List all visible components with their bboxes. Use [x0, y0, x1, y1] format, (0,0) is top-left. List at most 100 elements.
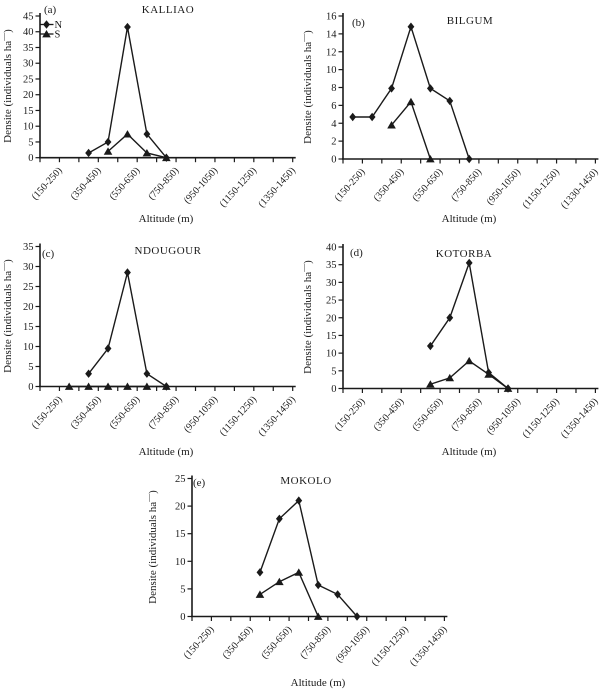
x-tick-label: (550-650): [107, 165, 142, 202]
series-s-point: [103, 147, 113, 155]
x-tick-label: (1150-1250): [520, 167, 561, 211]
legend-label: N: [55, 20, 63, 31]
y-axis-title-end: ): [302, 30, 314, 34]
x-tick-label: (550-650): [410, 396, 445, 433]
panel-label: (e): [193, 477, 206, 489]
y-tick-label: 20: [23, 302, 34, 313]
x-tick-label: (750-850): [449, 167, 484, 204]
y-tick-label: 4: [331, 119, 337, 130]
series-s-line: [107, 133, 167, 159]
x-tick-label: (1330-1450): [559, 167, 600, 212]
series-n-point: [446, 313, 454, 322]
series-s-line: [430, 360, 509, 390]
series-n-point: [143, 369, 151, 378]
y-tick-label: 30: [23, 262, 34, 273]
series-s-line: [259, 571, 319, 617]
y-axis-title-sup: —: [300, 263, 309, 273]
legend-diamond-icon: [43, 20, 50, 29]
y-tick-label: 10: [23, 122, 34, 133]
y-axis-title-main: Densite (individuals ha: [2, 41, 14, 143]
series-s-point: [162, 153, 171, 162]
x-tick-label: (950-1050): [485, 396, 523, 437]
y-axis-title-sup: —: [145, 493, 154, 503]
series-n-point: [104, 137, 112, 147]
chart-bilgum: 0 2 4 6 8 10 12 14 16 (150-250) (350-450) (550-650)…: [300, 12, 600, 226]
series-n-line: [352, 24, 470, 160]
series-n-point: [124, 268, 131, 277]
chart-title: MOKOLO: [280, 475, 331, 487]
chart-title: BILGUM: [447, 15, 493, 27]
panel-label: (b): [352, 17, 365, 29]
series-s-point: [142, 382, 152, 390]
series-n-line: [88, 272, 167, 388]
y-axis-title-main: Densite (individuals ha: [2, 271, 14, 373]
series-s-point: [162, 382, 171, 390]
y-tick-label: 40: [23, 27, 34, 38]
x-tick-label: (1150-1250): [218, 394, 259, 438]
y-tick-label: 0: [331, 155, 336, 166]
x-tick-label: (1350-1450): [408, 624, 450, 669]
series-s-point: [313, 612, 323, 620]
x-tick-label: (550-650): [410, 167, 445, 204]
series-s-point: [464, 356, 474, 365]
y-axis-title-sup: —: [0, 32, 9, 42]
series-n-point: [407, 22, 415, 31]
series-s-point: [294, 568, 304, 576]
y-axis-title-end: ): [302, 260, 314, 264]
series-n-line: [259, 499, 358, 617]
x-tick-label: (1150-1250): [369, 624, 410, 668]
y-axis-title-end: ): [2, 29, 14, 33]
x-axis-title: Altitude (m): [442, 446, 497, 458]
y-tick-label: 6: [331, 101, 336, 112]
y-tick-label: 12: [326, 47, 337, 58]
y-tick-label: 8: [331, 83, 336, 94]
series-s-point: [406, 97, 416, 106]
series-n-point: [85, 369, 92, 378]
x-axis-title: Altitude (m): [139, 213, 194, 225]
y-tick-label: 0: [331, 384, 336, 395]
y-tick-label: 25: [23, 282, 34, 293]
panel-label: (c): [42, 248, 55, 260]
series-n-point: [143, 129, 151, 139]
y-tick-label: 35: [326, 260, 337, 271]
y-tick-label: 0: [28, 153, 33, 164]
chart-kotorba: 0 5 10 15 20 25 30 35 40 (150-250) (350-450) (550-6…: [300, 243, 600, 459]
x-tick-label: (950-1050): [485, 167, 523, 208]
y-tick-label: 15: [23, 322, 34, 333]
chart-title: KOTORBA: [436, 248, 492, 260]
x-axis-title: Altitude (m): [442, 213, 497, 225]
y-axis-title-sup: —: [300, 33, 309, 43]
x-tick-label: (950-1050): [334, 624, 372, 665]
y-axis-title: Densite (individuals ha—): [145, 490, 160, 604]
series-n-point: [465, 154, 473, 164]
series-s-point: [426, 155, 435, 163]
y-tick-label: 5: [331, 366, 336, 377]
y-tick-label: 25: [23, 74, 34, 85]
series-n-point: [334, 590, 342, 599]
series-n-point: [256, 568, 264, 577]
y-tick-label: 20: [326, 313, 337, 324]
series-n-point: [426, 84, 434, 93]
series-n-point: [465, 258, 473, 268]
series-n-point: [349, 112, 357, 122]
y-tick-label: 20: [175, 502, 186, 513]
series-s-point: [142, 148, 152, 157]
y-tick-label: 10: [23, 342, 34, 353]
series-s-point: [387, 121, 396, 129]
series-n-point: [388, 84, 395, 93]
y-tick-label: 15: [23, 106, 34, 117]
series-n-point: [353, 612, 361, 621]
y-tick-label: 35: [23, 43, 34, 54]
x-tick-label: (150-250): [182, 624, 217, 661]
panel-label: (d): [350, 247, 363, 259]
chart-ndougour: 0 5 10 15 20 25 30 35 (150-250) (350-450) (550-650…: [0, 242, 298, 458]
series-n-point: [124, 22, 131, 32]
y-tick-label: 20: [23, 90, 34, 101]
series-n-point: [368, 112, 376, 122]
y-tick-label: 2: [331, 137, 336, 148]
x-tick-label: (150-250): [30, 165, 65, 202]
x-tick-label: (750-850): [146, 165, 181, 202]
y-tick-label: 10: [326, 65, 337, 76]
chart-kalliao: 0 5 10 15 20 25 30 35 40 45 (150-250) (350-450) (550…: [0, 4, 298, 225]
